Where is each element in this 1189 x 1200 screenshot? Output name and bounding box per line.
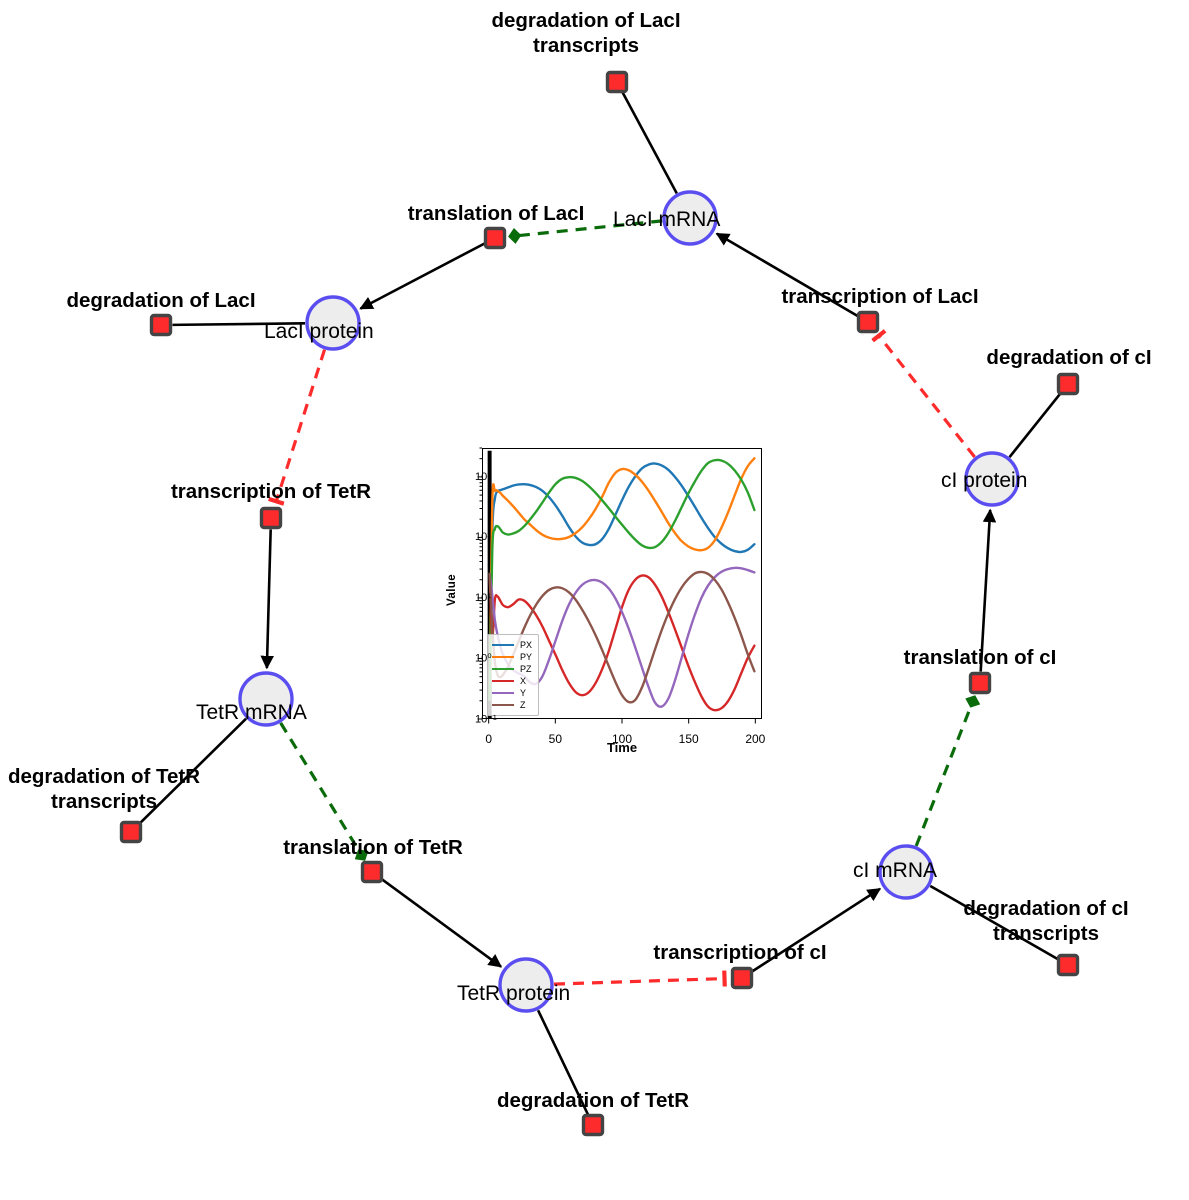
reaction-node-deg_ci_transcripts[interactable] [1056, 953, 1080, 977]
legend-item-Z: Z [492, 699, 532, 711]
edge-plain [750, 887, 882, 973]
edge-plain [929, 884, 1059, 961]
reaction-label-deg_ci_transcripts: degradation of cI transcripts [963, 897, 1128, 945]
species-label-ci_protein: cI protein [941, 469, 1027, 492]
legend-swatch-X [492, 679, 514, 683]
reaction-node-translation_tetr[interactable] [360, 860, 384, 884]
legend-item-PX: PX [492, 639, 532, 651]
legend-swatch-Y [492, 691, 514, 695]
reaction-label-translation_tetr: translation of TetR [283, 836, 463, 859]
reaction-label-deg_tetr: degradation of TetR [497, 1089, 689, 1112]
nodes-layer [119, 70, 1080, 1137]
edge-inhibition [553, 970, 727, 987]
reaction-label-translation_laci: translation of LacI [408, 202, 585, 225]
edge-plain [138, 717, 247, 825]
species-node-tetr_mrna[interactable] [238, 671, 294, 727]
x-tick-label: 0 [485, 732, 492, 746]
legend-label-PZ: PZ [520, 664, 532, 674]
plot-curves [487, 450, 756, 718]
reaction-label-deg_tetr_transcripts: degradation of TetR transcripts [8, 765, 200, 813]
reaction-node-deg_ci[interactable] [1056, 372, 1080, 396]
reaction-node-deg_laci[interactable] [149, 313, 173, 337]
plot-series-PZ [488, 458, 756, 702]
reaction-label-transcription_tetr: transcription of TetR [171, 480, 371, 503]
reaction-label-deg_laci: degradation of LacI [66, 289, 255, 312]
species-node-ci_protein[interactable] [964, 451, 1020, 507]
species-label-laci_mrna: LacI mRNA [613, 208, 720, 231]
reaction-label-transcription_ci: transcription of cI [653, 941, 826, 964]
edge-plain [1008, 392, 1062, 458]
edge-catalysis [279, 722, 369, 861]
edge-plain [260, 529, 274, 670]
labels-layer: LacI mRNA LacI protein TetR mRNA TetR prote… [8, 9, 1152, 1112]
species-label-tetr_protein: TetR protein [457, 982, 570, 1005]
reaction-node-transcription_tetr[interactable] [259, 506, 283, 530]
legend-label-Z: Z [520, 700, 526, 710]
edge-plain [979, 508, 997, 672]
species-label-laci_protein: LacI protein [264, 320, 374, 343]
species-label-ci_mrna: cI mRNA [853, 859, 937, 882]
legend-label-PY: PY [520, 652, 533, 662]
x-tick-label: 100 [611, 732, 633, 746]
legend-item-PY: PY [492, 651, 532, 663]
edge-catalysis [914, 695, 981, 847]
legend-label-X: X [520, 676, 527, 686]
plot-series-PX [488, 462, 756, 702]
legend-item-Y: Y [492, 687, 532, 699]
reaction-node-transcription_ci[interactable] [730, 966, 754, 990]
x-tick-label: 150 [678, 732, 699, 746]
y-axis-label: Value [446, 573, 458, 607]
reaction-node-translation_laci[interactable] [483, 226, 507, 250]
reaction-node-deg_laci_transcripts[interactable] [605, 70, 629, 94]
edges-layer [138, 91, 1062, 1116]
species-label-tetr_mrna: TetR mRNA [196, 701, 307, 724]
edge-catalysis [508, 219, 663, 244]
reaction-label-translation_ci: translation of cI [904, 646, 1057, 669]
x-tick-label: 50 [548, 732, 563, 746]
edge-plain [715, 232, 859, 318]
reaction-label-transcription_laci: transcription of LacI [781, 285, 978, 308]
species-node-laci_protein[interactable] [305, 295, 361, 351]
reaction-label-deg_ci: degradation of cI [986, 346, 1151, 369]
legend-swatch-PX [492, 643, 514, 647]
reaction-node-deg_tetr[interactable] [581, 1113, 605, 1137]
reaction-node-deg_tetr_transcripts[interactable] [119, 820, 143, 844]
legend-swatch-Z [492, 703, 514, 707]
x-axis-label: Time [606, 740, 638, 755]
edge-plain [536, 1009, 590, 1116]
legend-label-PX: PX [520, 640, 533, 650]
legend-item-PZ: PZ [492, 663, 532, 675]
plot-series-X [488, 572, 756, 712]
reaction-label-deg_laci_transcripts: degradation of LacI transcripts [491, 9, 680, 57]
reaction-node-transcription_laci[interactable] [856, 310, 880, 334]
edge-plain [621, 91, 678, 194]
x-tick-label: 200 [745, 732, 766, 746]
species-node-tetr_protein[interactable] [498, 957, 554, 1013]
edge-inhibition [268, 349, 327, 506]
plot-series-PY [488, 457, 756, 702]
edge-plain [172, 322, 306, 327]
species-node-ci_mrna[interactable] [878, 844, 934, 900]
legend-item-X: X [492, 675, 532, 687]
legend-swatch-PZ [492, 667, 514, 671]
plot-legend: PX PY PZ X Y Z [487, 634, 540, 716]
edge-plain [380, 877, 503, 968]
legend-swatch-PY [492, 655, 514, 659]
legend-label-Y: Y [520, 688, 527, 698]
species-node-laci_mrna[interactable] [662, 190, 718, 246]
reaction-node-translation_ci[interactable] [968, 671, 992, 695]
edge-plain [359, 242, 486, 310]
edge-inhibition [871, 329, 976, 459]
